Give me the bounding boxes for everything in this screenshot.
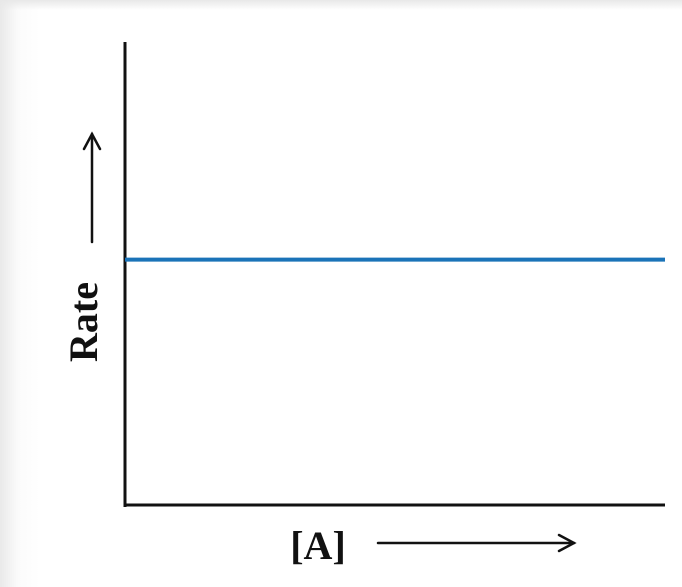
top-shadow bbox=[0, 0, 682, 10]
y-axis-label: Rate bbox=[61, 282, 106, 362]
x-axis-label: [A] bbox=[290, 523, 346, 568]
y-axis-arrow bbox=[82, 131, 102, 244]
x-axis-arrow bbox=[376, 533, 577, 553]
